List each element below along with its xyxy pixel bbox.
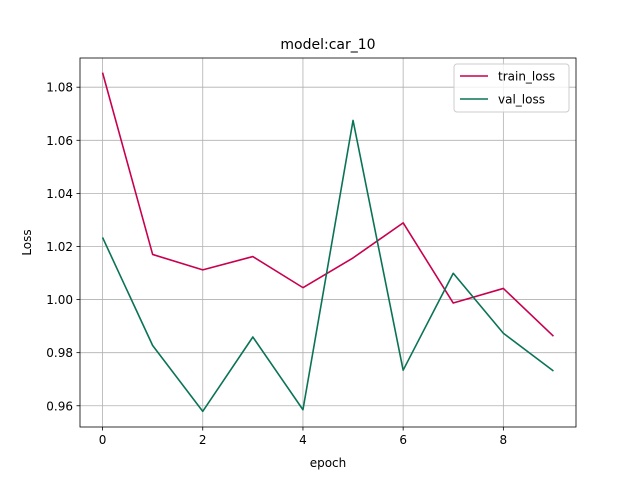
y-tick-label: 1.08	[46, 81, 73, 95]
series-line-train_loss	[101, 72, 555, 337]
y-tick-label: 1.04	[46, 187, 73, 201]
y-tick-label: 0.98	[46, 346, 73, 360]
grid	[80, 58, 576, 427]
x-tick-label: 8	[500, 433, 508, 447]
legend-label-val_loss: val_loss	[498, 93, 545, 107]
y-tick-label: 0.96	[46, 399, 73, 413]
series-layer	[101, 72, 555, 413]
y-axis-label: Loss	[20, 229, 34, 255]
x-tick-label: 4	[299, 433, 307, 447]
x-tick-label: 6	[399, 433, 407, 447]
y-tick-label: 1.02	[46, 240, 73, 254]
series-line-val_loss	[101, 119, 554, 413]
y-tick-label: 1.00	[46, 293, 73, 307]
legend-label-train_loss: train_loss	[498, 70, 555, 84]
y-tick-label: 1.06	[46, 134, 73, 148]
legend: train_loss val_loss	[453, 63, 570, 113]
y-axis-ticks: 0.96 0.98 1.00 1.02 1.04 1.06 1.08	[46, 81, 80, 413]
chart-title: model:car_10	[280, 37, 375, 53]
x-axis-ticks: 0 2 4 6 8	[99, 427, 507, 447]
x-tick-label: 2	[199, 433, 207, 447]
x-tick-label: 0	[99, 433, 107, 447]
plot-frame	[79, 57, 577, 428]
x-axis-label: epoch	[310, 456, 347, 470]
